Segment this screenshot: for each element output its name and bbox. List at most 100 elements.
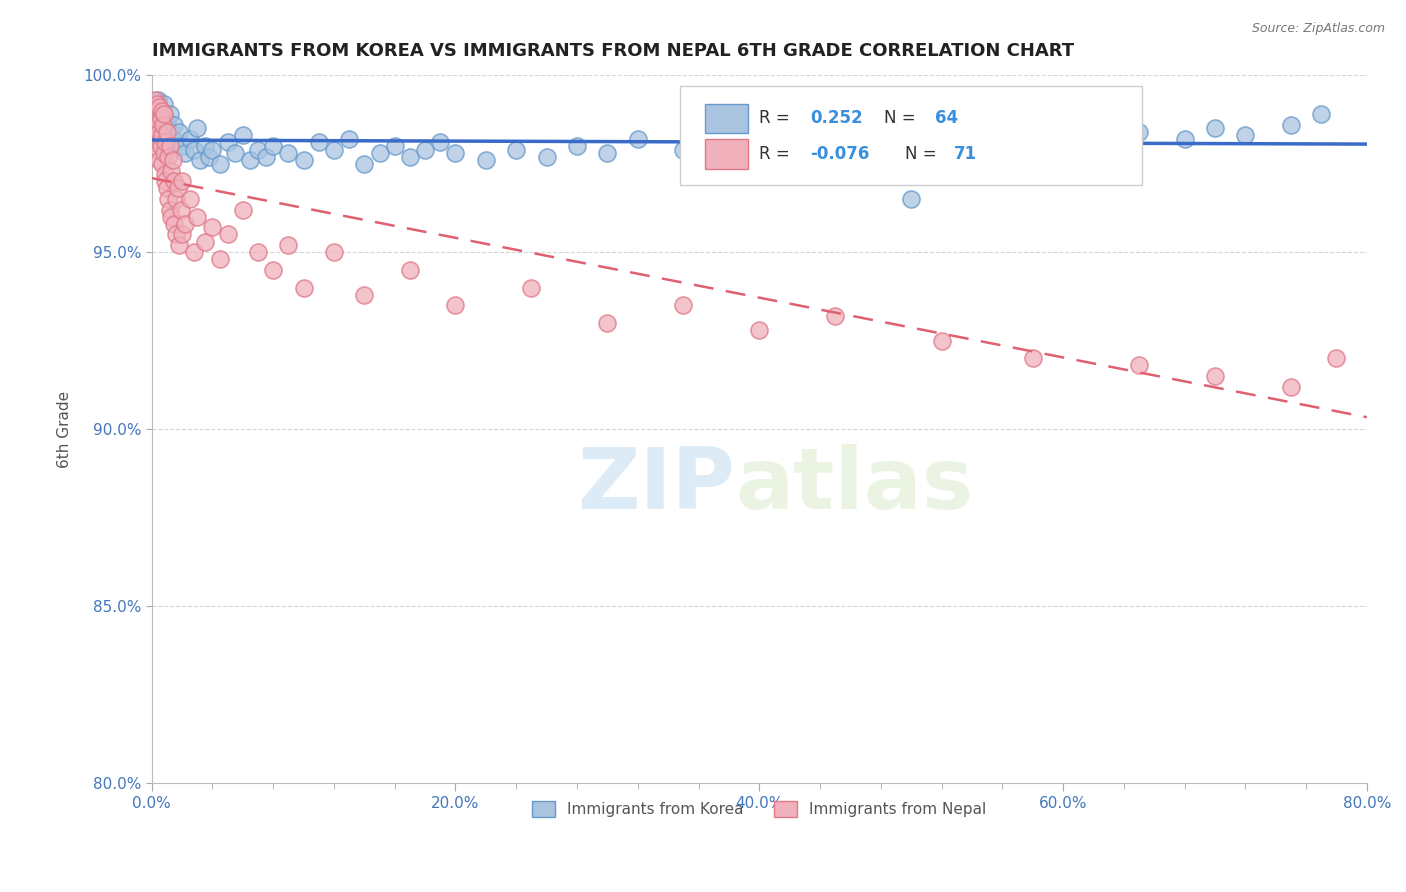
Point [153,96,176,111]
Point [169,202,191,217]
Legend: Immigrants from Korea, Immigrants from Nepal: Immigrants from Korea, Immigrants from N… [524,793,994,825]
Point [186,121,208,136]
Point [596,146,619,161]
Point [277,238,299,252]
Point [209,157,232,171]
Text: 0.252: 0.252 [810,110,863,128]
Point [931,334,953,348]
Point [165,227,187,242]
Point [1083,143,1105,157]
Point [239,153,262,168]
Text: atlas: atlas [735,444,973,527]
Point [160,163,183,178]
Point [520,280,543,294]
Point [1128,359,1150,373]
Point [475,153,498,168]
Point [153,167,176,181]
Text: ZIP: ZIP [578,444,735,527]
Point [146,143,169,157]
Point [150,157,173,171]
Point [150,128,173,143]
Point [172,174,194,188]
Point [155,136,177,150]
Point [232,128,254,143]
Text: -0.076: -0.076 [810,145,870,162]
Point [179,132,201,146]
Point [444,298,467,312]
Point [156,181,179,195]
Point [149,118,172,132]
Point [224,146,246,161]
Point [824,309,846,323]
Point [157,150,180,164]
Point [152,118,174,132]
Point [1386,386,1406,401]
Point [174,146,197,161]
Point [254,150,277,164]
Point [194,235,217,249]
Point [143,107,166,121]
Point [156,114,179,128]
Point [165,136,187,150]
Text: N =: N = [905,145,942,162]
Point [217,136,239,150]
Point [145,103,167,118]
Point [155,121,177,136]
Point [145,121,167,136]
Point [157,192,180,206]
Point [292,280,315,294]
Point [565,139,588,153]
Y-axis label: 6th Grade: 6th Grade [58,391,72,467]
Point [159,202,181,217]
Point [717,136,740,150]
Point [368,146,391,161]
Point [160,125,183,139]
Point [353,287,375,301]
Point [148,153,170,168]
Point [167,125,190,139]
Point [323,143,346,157]
Point [1279,118,1302,132]
Point [1310,107,1333,121]
Point [672,298,695,312]
Point [627,132,650,146]
Point [150,107,173,121]
Point [247,245,270,260]
Point [399,263,422,277]
Point [153,107,176,121]
Point [160,210,183,224]
Point [672,143,695,157]
Point [505,143,527,157]
Text: N =: N = [884,110,921,128]
Point [143,100,166,114]
Point [308,136,330,150]
Point [163,174,186,188]
Point [145,111,167,125]
Point [167,238,190,252]
Point [145,132,167,146]
Point [262,139,284,153]
Point [1234,128,1257,143]
Point [960,136,983,150]
Point [353,157,375,171]
Point [292,153,315,168]
Text: R =: R = [759,145,796,162]
Point [150,103,173,118]
Point [146,96,169,111]
Text: 71: 71 [953,145,977,162]
Point [179,192,201,206]
Point [148,125,170,139]
Point [163,118,186,132]
Text: R =: R = [759,110,796,128]
Text: 64: 64 [935,110,959,128]
Point [183,143,205,157]
Point [1021,128,1043,143]
Point [166,181,188,195]
Point [444,146,467,161]
Point [1204,369,1226,384]
Point [186,210,208,224]
Point [159,139,181,153]
Point [217,227,239,242]
Point [900,192,922,206]
Point [188,153,211,168]
